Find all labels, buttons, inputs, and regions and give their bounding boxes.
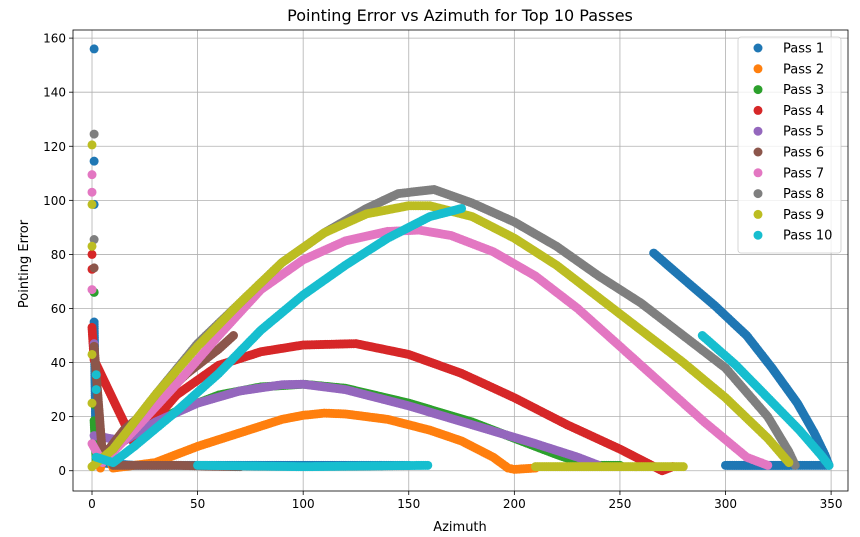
x-tick-label: 0 [88,497,96,511]
legend-box [737,36,842,254]
legend-marker [753,64,763,74]
data-point [89,263,99,273]
legend-marker [753,85,763,95]
data-point [87,349,97,359]
x-tick-label: 100 [292,497,315,511]
data-point [824,460,834,470]
data-point [784,458,794,468]
x-tick-label: 300 [714,497,737,511]
y-tick-label: 160 [43,32,66,46]
y-tick-label: 60 [51,302,66,316]
plot-area: 0 50 100 150 200 250 300 350 0 20 40 60 80 100 120 140 1… [43,29,849,511]
data-point [228,331,238,341]
data-point [91,385,101,395]
legend: Pass 1 Pass 2 Pass 3 Pass 4 Pass 5 Pass 6 Pass… [737,36,842,254]
data-point [457,203,467,213]
legend-marker [753,168,763,178]
data-point [423,460,433,470]
data-point [89,129,99,139]
x-axis-title: Azimuth [433,520,487,535]
legend-marker [753,126,763,136]
legend-label: Pass 4 [783,104,824,119]
y-tick-label: 40 [51,356,66,370]
legend-marker [753,43,763,53]
axes-frame [72,29,849,492]
y-tick-label: 80 [51,248,66,262]
legend-label: Pass 1 [783,42,824,57]
chart-title: Pointing Error vs Azimuth for Top 10 Pas… [287,6,633,25]
data-point [89,156,99,166]
legend-marker [753,189,763,199]
data-point [87,241,97,251]
x-tick-label: 150 [397,497,420,511]
data-point [89,235,99,245]
data-point [87,187,97,197]
x-tick-label: 350 [820,497,843,511]
data-point [87,199,97,209]
y-tick-label: 0 [58,464,66,478]
legend-marker [753,105,763,115]
y-tick-label: 100 [43,194,66,208]
data-point [87,285,97,295]
legend-label: Pass 6 [783,146,824,161]
y-tick-label: 140 [43,86,66,100]
legend-label: Pass 10 [783,229,832,244]
data-point [89,44,99,54]
legend-label: Pass 7 [783,166,824,181]
legend-label: Pass 8 [783,187,824,202]
legend-marker [753,147,763,157]
legend-marker [753,209,763,219]
data-point [678,462,688,472]
x-tick-label: 250 [608,497,631,511]
legend-label: Pass 2 [783,62,824,77]
legend-label: Pass 9 [783,208,824,223]
y-axis-title: Pointing Error [17,219,32,308]
x-tick-label: 50 [190,497,205,511]
series-9 [87,140,794,472]
legend-label: Pass 3 [783,83,824,98]
legend-label: Pass 5 [783,125,824,140]
y-tick-label: 120 [43,140,66,154]
data-point [91,370,101,380]
legend-marker [753,230,763,240]
data-point [87,140,97,150]
data-point [763,460,773,470]
data-point [87,249,97,259]
data-point [87,170,97,180]
x-tick-label: 200 [503,497,526,511]
series-10 [91,203,834,472]
y-tick-label: 20 [51,410,66,424]
data-point [87,398,97,408]
